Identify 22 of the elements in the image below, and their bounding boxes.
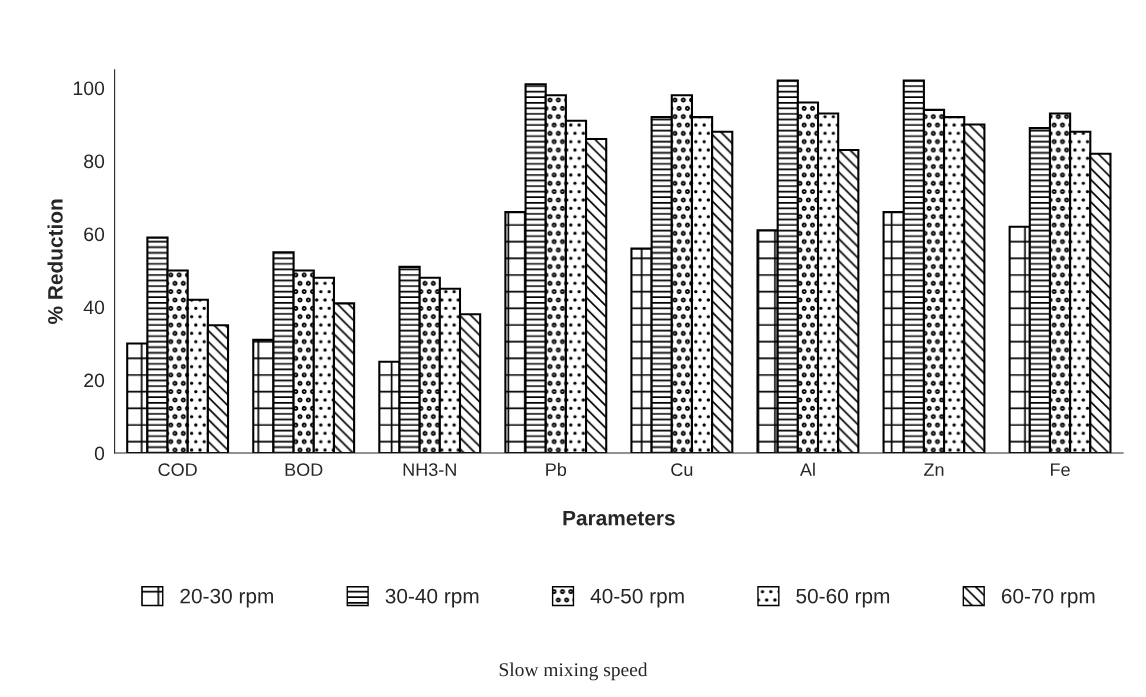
x-tick-label: BOD xyxy=(285,463,323,477)
x-tick-label: Fe xyxy=(1051,463,1070,477)
legend-label: 40-50 rpm xyxy=(590,588,684,608)
y-tick-label: 0 xyxy=(94,446,105,461)
y-axis-title: % Reduction xyxy=(47,199,63,324)
legend-label: 60-70 rpm xyxy=(1001,588,1095,608)
x-tick-label: Zn xyxy=(924,463,944,476)
y-tick-label: 100 xyxy=(73,81,105,96)
x-tick-label: Cu xyxy=(671,463,693,477)
y-tick-label: 60 xyxy=(84,227,105,242)
text: Slow mixing speed xyxy=(499,662,648,681)
legend-label: 20-30 rpm xyxy=(180,588,273,608)
x-axis-title: Parameters xyxy=(563,510,675,526)
y-tick-label: 20 xyxy=(84,373,105,388)
x-tick-label: COD xyxy=(158,463,197,477)
x-tick-label: Al xyxy=(799,462,815,476)
x-tick-label: NH3-N xyxy=(403,463,456,477)
x-tick-label: Pb xyxy=(546,462,567,477)
legend-label: 50-60 rpm xyxy=(796,588,890,608)
legend-label: 30-40 rpm xyxy=(385,588,479,608)
y-tick-label: 40 xyxy=(83,300,105,315)
y-tick-label: 80 xyxy=(84,154,105,169)
